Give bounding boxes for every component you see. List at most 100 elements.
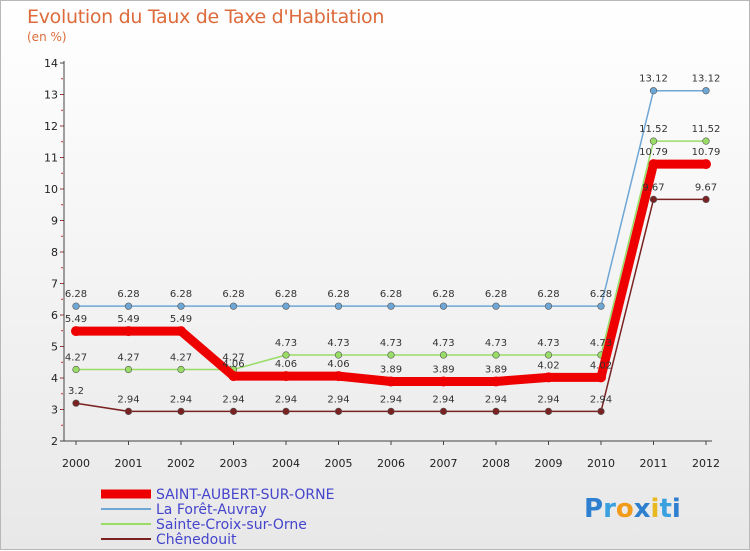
y-tick-label: 14 xyxy=(44,57,58,70)
data-point xyxy=(334,302,343,310)
data-label: 2.94 xyxy=(485,394,507,405)
x-tick-label: 2006 xyxy=(377,457,405,470)
legend-label: La Forêt-Auvray xyxy=(156,502,267,518)
data-label: 6.28 xyxy=(222,289,244,300)
data-point xyxy=(124,365,133,374)
data-point xyxy=(544,351,553,359)
data-point xyxy=(386,376,396,387)
data-label: 4.27 xyxy=(117,352,139,363)
data-point xyxy=(71,326,81,337)
x-tick-label: 2005 xyxy=(325,457,353,470)
data-point xyxy=(438,376,449,387)
data-label: 3.89 xyxy=(485,364,507,375)
y-tick-label: 6 xyxy=(51,309,58,322)
data-point xyxy=(492,407,500,415)
data-point xyxy=(72,399,80,407)
data-point xyxy=(334,407,343,415)
x-tick-label: 2008 xyxy=(482,457,510,470)
data-label: 11.52 xyxy=(692,124,721,135)
x-tick-label: 2003 xyxy=(220,457,248,470)
data-label: 3.89 xyxy=(432,364,454,375)
data-point xyxy=(701,159,711,170)
data-label: 5.49 xyxy=(170,314,192,325)
chart-title: Evolution du Taux de Taxe d'Habitation xyxy=(27,6,385,28)
legend-label: SAINT-AUBERT-SUR-ORNE xyxy=(156,487,334,503)
data-label: 6.28 xyxy=(432,289,454,300)
data-point xyxy=(387,302,395,310)
chart-subtitle: (en %) xyxy=(27,30,67,44)
data-label: 2.94 xyxy=(170,394,192,405)
data-point xyxy=(492,302,500,310)
x-tick-label: 2010 xyxy=(587,457,615,470)
data-point xyxy=(229,407,238,415)
data-label: 4.02 xyxy=(537,360,559,371)
data-label: 4.27 xyxy=(170,352,192,363)
data-label: 2.94 xyxy=(590,394,612,405)
x-tick-label: 2007 xyxy=(430,457,458,470)
data-label: 5.49 xyxy=(65,314,87,325)
data-label: 4.73 xyxy=(275,338,297,349)
data-label: 6.28 xyxy=(590,289,612,300)
y-tick-label: 7 xyxy=(51,278,58,291)
legend-label: Sainte-Croix-sur-Orne xyxy=(156,517,307,533)
y-tick-label: 10 xyxy=(44,183,58,196)
data-label: 4.02 xyxy=(590,360,612,371)
data-point xyxy=(124,302,133,310)
data-point xyxy=(176,326,186,337)
data-point xyxy=(597,407,605,415)
x-tick-label: 2012 xyxy=(692,457,720,470)
data-label: 2.94 xyxy=(432,394,454,405)
data-point xyxy=(597,302,605,310)
data-label: 3.2 xyxy=(68,386,84,397)
data-label: 6.28 xyxy=(275,289,297,300)
data-point xyxy=(649,137,658,145)
data-label: 13.12 xyxy=(692,74,721,85)
x-tick-label: 2002 xyxy=(167,457,195,470)
data-point xyxy=(387,407,395,415)
data-label: 6.28 xyxy=(117,289,139,300)
data-point xyxy=(702,195,710,203)
data-label: 6.28 xyxy=(380,289,402,300)
data-label: 2.94 xyxy=(327,394,349,405)
data-point xyxy=(648,159,659,170)
y-tick-label: 4 xyxy=(51,372,58,385)
y-tick-label: 2 xyxy=(51,435,58,448)
data-label: 4.73 xyxy=(432,338,454,349)
data-label: 6.28 xyxy=(537,289,559,300)
data-label: 2.94 xyxy=(275,394,297,405)
data-label: 4.73 xyxy=(380,338,402,349)
data-point xyxy=(334,351,343,359)
proxiti-logo: Proxiti xyxy=(584,494,681,524)
data-point xyxy=(649,195,658,203)
y-tick-label: 3 xyxy=(51,404,58,417)
data-label: 4.73 xyxy=(590,338,612,349)
data-label: 6.28 xyxy=(485,289,507,300)
data-point xyxy=(492,351,500,359)
legend-label: Chênedouit xyxy=(156,532,237,548)
data-label: 10.79 xyxy=(692,147,721,158)
data-label: 4.06 xyxy=(327,359,349,370)
data-point xyxy=(228,371,239,382)
data-label: 4.27 xyxy=(65,352,87,363)
data-label: 6.28 xyxy=(170,289,192,300)
x-tick-label: 2009 xyxy=(535,457,563,470)
data-label: 9.67 xyxy=(695,182,717,193)
data-point xyxy=(491,376,501,387)
data-label: 10.79 xyxy=(639,147,668,158)
data-label: 4.06 xyxy=(275,359,297,370)
y-tick-label: 9 xyxy=(51,215,58,228)
data-label: 4.73 xyxy=(327,338,349,349)
data-point xyxy=(282,407,290,415)
data-point xyxy=(123,326,134,337)
data-label: 6.28 xyxy=(65,289,87,300)
data-label: 4.06 xyxy=(222,359,244,370)
y-tick-label: 5 xyxy=(51,341,58,354)
data-label: 4.27 xyxy=(222,352,244,363)
data-label: 9.67 xyxy=(642,182,664,193)
data-point xyxy=(177,365,185,374)
data-point xyxy=(177,407,185,415)
data-label: 11.52 xyxy=(639,124,668,135)
data-point xyxy=(439,351,448,359)
series-line-1 xyxy=(76,89,706,307)
